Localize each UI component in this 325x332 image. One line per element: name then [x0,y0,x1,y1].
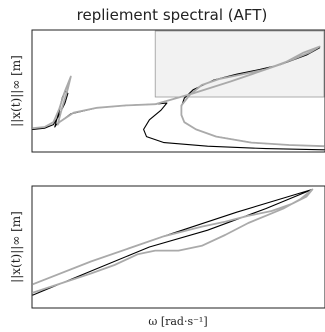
x-axis-label: ω [rad·s⁻¹] [148,315,207,328]
bottom-chart: ||x(t)||∞ [m] ω [rad·s⁻¹] [9,185,325,328]
zoom-region [154,30,325,98]
series-line-1-1 [32,188,314,294]
top-plot-frame [31,29,325,153]
bottom-series-group [32,188,314,296]
top-y-axis-label: ||x(t)||∞ [m] [9,55,23,127]
chart-title: repliement spectral (AFT) [77,6,268,24]
top-chart: ||x(t)||∞ [m] [9,29,325,153]
bottom-plot-frame [31,185,325,309]
bottom-y-axis-label: ||x(t)||∞ [m] [9,211,23,283]
series-line-0-2 [32,45,325,148]
series-line-0-0 [32,90,325,151]
top-series-group [32,45,325,151]
